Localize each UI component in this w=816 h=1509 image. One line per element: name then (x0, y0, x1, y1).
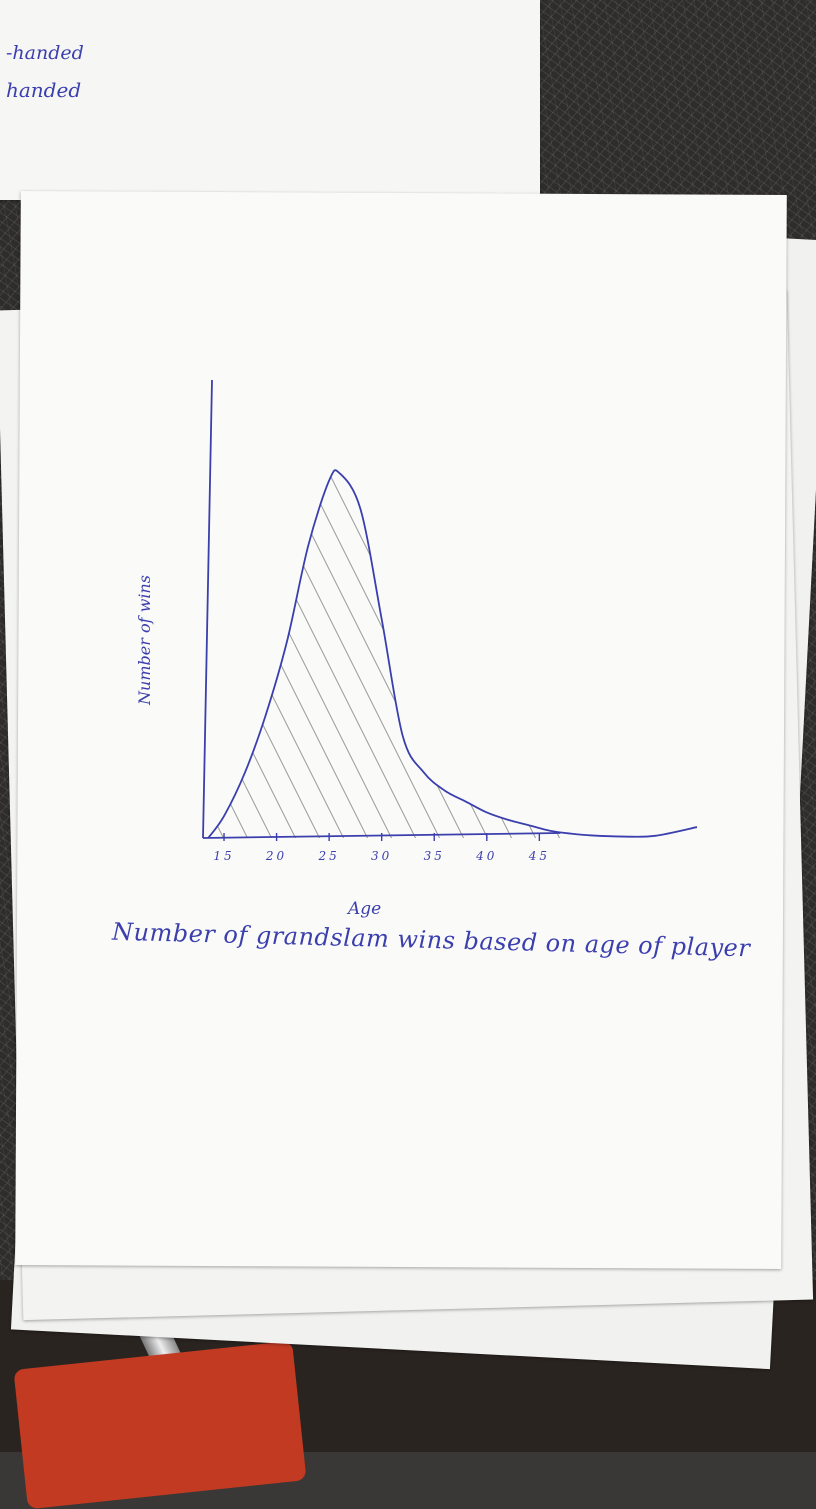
chart-hatch-line (362, 470, 564, 838)
chart-x-tick-label: 45 (528, 849, 550, 863)
chart-x-tick-label: 35 (424, 849, 445, 863)
chart-x-tick-label: 15 (213, 849, 234, 863)
chart-hatch-line (290, 470, 492, 838)
chart-hatch-line (208, 470, 228, 838)
chart-hatch-line (208, 470, 396, 838)
chart-hatch-line (208, 470, 300, 838)
chart-hatch-line (208, 470, 276, 838)
chart-hatch-line (434, 470, 572, 717)
chart-x-tick-label: 25 (317, 849, 339, 863)
chart-hatch-line (208, 470, 372, 838)
chart-series-line (207, 469, 698, 839)
chart: 15 20 25 30 35 40 45 Age Number of wins (3, 379, 698, 919)
chart-hatch-line (338, 470, 540, 838)
chart-y-axis-label: Number of wins (135, 575, 154, 706)
chart-x-tick-label: 40 (475, 849, 497, 863)
chart-hatch-line (386, 470, 572, 813)
chart-hatch-line (218, 470, 420, 838)
chart-x-tick-label: 30 (371, 849, 392, 863)
chart-hatch-line (530, 470, 572, 525)
chart-hatch-line (410, 470, 572, 765)
chart-hatch-line (242, 470, 444, 838)
chart-x-tick-label: 20 (265, 849, 287, 863)
chart-hatch-line (208, 470, 348, 838)
chart-hatch-line (482, 470, 572, 621)
chart-hatch-line (458, 470, 572, 669)
top-sheet-line-2: handed (6, 78, 82, 102)
chart-hatch-line (554, 470, 572, 477)
chart-hatch-line (506, 470, 572, 573)
chart-hatch-line (314, 470, 516, 838)
chart-hatch-line (3, 445, 203, 845)
chart-y-axis (202, 379, 213, 839)
chart-x-axis-label: Age (346, 899, 381, 919)
top-sheet-line-1: -handed (6, 42, 84, 64)
top-paper-sheet (0, 0, 540, 200)
